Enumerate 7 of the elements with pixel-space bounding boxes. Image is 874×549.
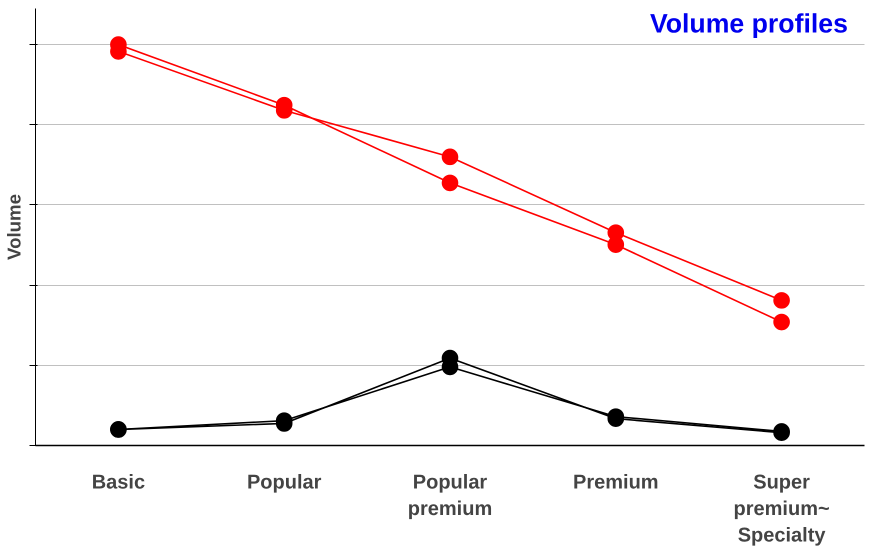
- x-tick-label: Super premium~ Specialty: [734, 472, 830, 546]
- chart-title: Volume profiles: [650, 8, 848, 38]
- y-axis-title: Volume: [4, 194, 24, 260]
- x-tick-label: Popular premium: [408, 472, 492, 520]
- x-tick-label: Premium: [573, 472, 659, 494]
- x-tick-label: Basic: [92, 472, 146, 494]
- x-tick-label: Popular: [246, 472, 322, 494]
